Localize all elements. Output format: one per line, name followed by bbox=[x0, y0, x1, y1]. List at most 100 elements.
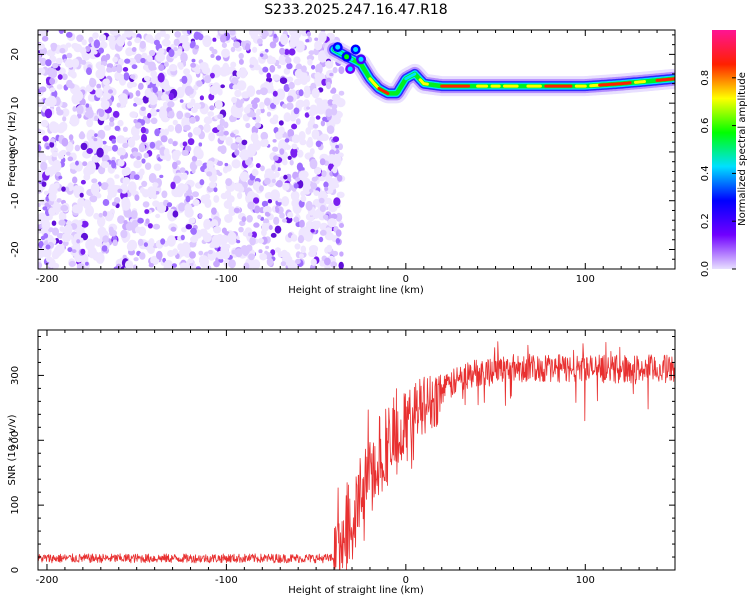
noise-blob bbox=[257, 38, 263, 45]
noise-blob bbox=[208, 132, 216, 142]
noise-blob bbox=[191, 155, 198, 162]
noise-blob bbox=[61, 232, 72, 243]
noise-blob bbox=[234, 149, 240, 156]
noise-blob bbox=[324, 186, 329, 191]
noise-blob bbox=[59, 121, 68, 130]
noise-blob bbox=[164, 33, 171, 40]
noise-blob bbox=[95, 68, 106, 80]
noise-blob bbox=[176, 86, 185, 99]
noise-blob bbox=[170, 226, 177, 232]
noise-blob bbox=[143, 152, 149, 159]
noise-blob bbox=[284, 138, 290, 143]
noise-blob bbox=[161, 190, 168, 199]
noise-blob bbox=[168, 92, 175, 101]
noise-blob bbox=[58, 175, 63, 180]
noise-blob bbox=[253, 222, 260, 228]
ridge-hotspot bbox=[655, 77, 675, 82]
noise-blob bbox=[52, 262, 60, 269]
x-tick-label: -200 bbox=[36, 274, 59, 285]
noise-blob bbox=[144, 209, 150, 214]
noise-blob bbox=[116, 147, 127, 157]
noise-blob bbox=[221, 42, 227, 48]
noise-blob bbox=[89, 78, 97, 88]
noise-blob bbox=[192, 126, 202, 136]
noise-blob bbox=[208, 181, 216, 189]
noise-blob bbox=[217, 172, 223, 177]
noise-blob bbox=[203, 116, 213, 125]
noise-blob bbox=[260, 131, 269, 141]
noise-blob bbox=[173, 175, 182, 184]
noise-blob bbox=[150, 70, 158, 78]
noise-blob bbox=[316, 100, 325, 110]
noise-blob bbox=[116, 102, 121, 108]
noise-blob bbox=[326, 244, 333, 253]
noise-blob bbox=[181, 149, 189, 156]
noise-blob bbox=[282, 159, 288, 166]
noise-blob bbox=[45, 244, 51, 250]
noise-blob bbox=[140, 57, 146, 64]
noise-blob bbox=[93, 137, 98, 142]
y-tick-label: 0 bbox=[10, 149, 21, 155]
colorbar-strip bbox=[712, 30, 736, 269]
noise-blob bbox=[95, 88, 103, 98]
noise-blob bbox=[230, 46, 236, 53]
noise-blob bbox=[192, 191, 199, 198]
noise-blob bbox=[259, 87, 268, 96]
noise-blob bbox=[209, 85, 219, 96]
noise-blob bbox=[109, 116, 115, 123]
noise-blob bbox=[236, 70, 242, 78]
colorbar-tick-label: 0.0 bbox=[700, 261, 711, 277]
noise-blob bbox=[123, 72, 130, 81]
noise-blob bbox=[181, 241, 191, 254]
noise-blob bbox=[97, 226, 107, 237]
noise-blob bbox=[323, 181, 329, 188]
noise-blob bbox=[175, 190, 184, 198]
noise-blob bbox=[171, 263, 177, 268]
noise-blob bbox=[89, 195, 98, 203]
noise-blob bbox=[77, 197, 85, 208]
noise-blob bbox=[168, 110, 175, 119]
noise-blob bbox=[187, 258, 194, 264]
noise-blob bbox=[295, 177, 301, 182]
noise-blob bbox=[279, 33, 289, 46]
colorbar-tick-label: 0.8 bbox=[700, 70, 711, 86]
noise-blob bbox=[213, 260, 220, 268]
noise-blob bbox=[261, 200, 269, 208]
noise-blob bbox=[318, 236, 324, 243]
noise-blob bbox=[155, 52, 166, 62]
noise-blob bbox=[79, 47, 87, 55]
noise-blob bbox=[42, 135, 49, 142]
y-tick-label: -20 bbox=[10, 241, 21, 257]
noise-blob bbox=[50, 138, 56, 143]
noise-blob bbox=[260, 165, 265, 172]
noise-blob bbox=[208, 93, 215, 101]
noise-blob bbox=[58, 219, 66, 226]
noise-blob bbox=[225, 178, 233, 187]
noise-blob bbox=[319, 133, 329, 142]
noise-blob bbox=[289, 40, 297, 48]
noise-blob bbox=[247, 201, 255, 210]
noise-blob bbox=[111, 66, 117, 73]
noise-blob bbox=[330, 89, 335, 94]
noise-blob bbox=[116, 36, 126, 47]
noise-blob bbox=[282, 218, 287, 223]
noise-blob bbox=[184, 203, 193, 214]
noise-blob bbox=[112, 56, 118, 63]
noise-blob bbox=[320, 120, 326, 127]
noise-blob bbox=[181, 75, 188, 84]
noise-blob bbox=[38, 144, 42, 153]
noise-blob bbox=[124, 30, 133, 38]
noise-blob bbox=[213, 195, 220, 203]
noise-blob bbox=[61, 137, 69, 147]
noise-blob bbox=[310, 182, 318, 190]
noise-blob bbox=[272, 139, 277, 143]
noise-blob bbox=[206, 265, 212, 269]
noise-blob bbox=[218, 258, 224, 263]
noise-blob bbox=[144, 75, 151, 82]
noise-blob bbox=[288, 30, 298, 36]
noise-blob bbox=[283, 67, 291, 75]
noise-blob bbox=[86, 118, 94, 128]
noise-blob bbox=[190, 62, 197, 68]
noise-blob bbox=[252, 101, 258, 110]
noise-blob bbox=[307, 58, 313, 66]
